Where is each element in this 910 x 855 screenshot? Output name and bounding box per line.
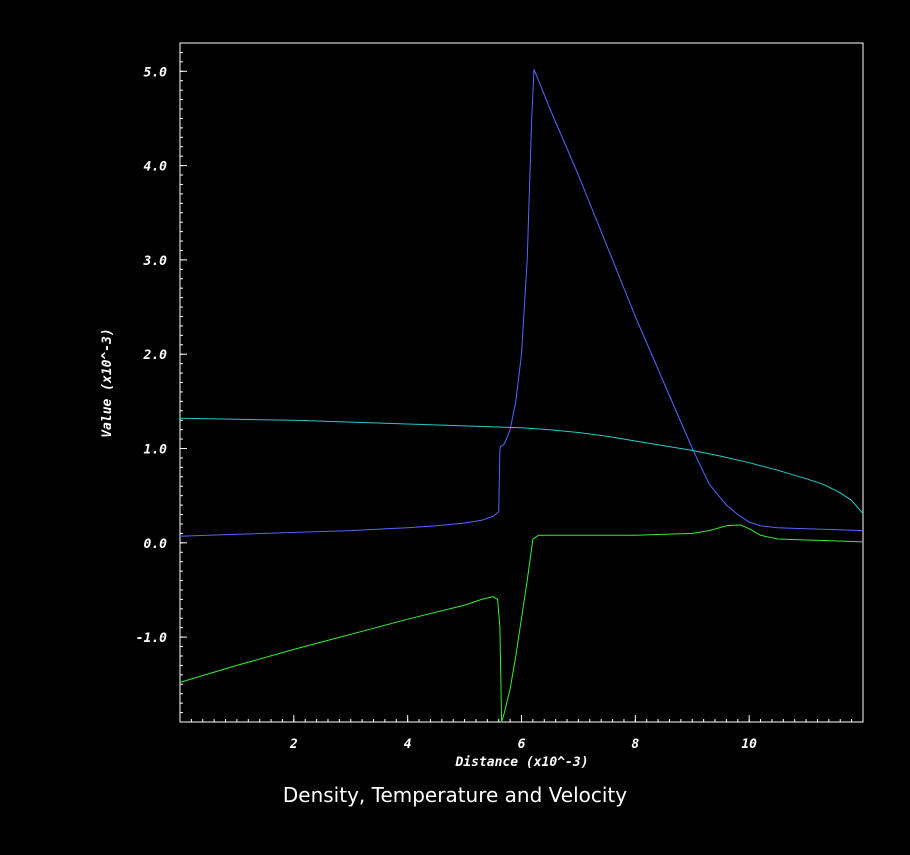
series-layer	[179, 68, 864, 723]
y-tick-label: 3.0	[143, 254, 168, 269]
minor-ticks	[179, 42, 864, 722]
y-tick-label: -1.0	[136, 631, 167, 646]
y-tick-label: 4.0	[144, 160, 168, 175]
y-axis-ticks: -1.0 0.0 1.0 2.0 3.0 4.0 5.0	[136, 65, 187, 646]
x-axis-label: Distance (x10^-3)	[454, 755, 588, 770]
x-axis-ticks: 2 4 6 8 10	[289, 715, 757, 752]
x-tick-label: 2	[289, 737, 298, 752]
series-line-1	[179, 68, 864, 537]
x-tick-label: 10	[741, 737, 757, 752]
x-tick-label: 8	[631, 737, 639, 752]
y-tick-label: 0.0	[144, 537, 168, 552]
y-tick-label: 5.0	[144, 65, 168, 80]
series-line-2	[179, 417, 864, 514]
x-tick-label: 4	[404, 737, 412, 752]
y-tick-label: 2.0	[143, 348, 168, 363]
chart-title: Density, Temperature and Velocity	[282, 783, 628, 807]
x-tick-label: 6	[518, 737, 526, 752]
y-tick-label: 1.0	[144, 443, 168, 458]
y-axis-label: Value (x10^-3)	[100, 328, 115, 438]
series-line-3	[179, 524, 864, 723]
